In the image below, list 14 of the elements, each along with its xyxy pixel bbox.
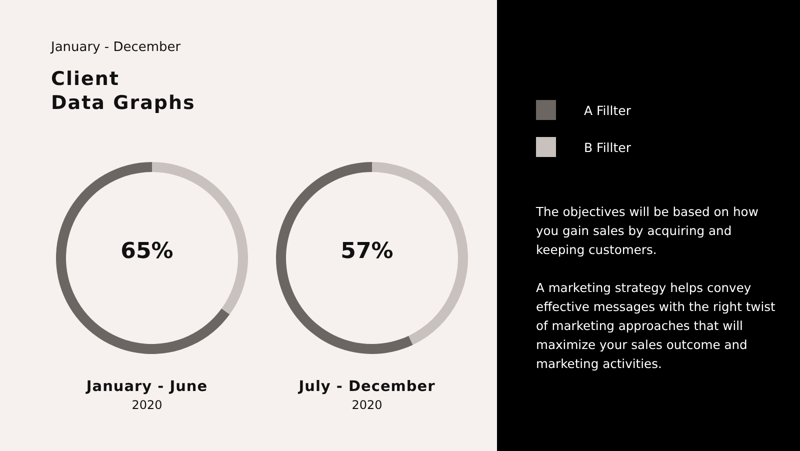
data-label: 65% (120, 239, 174, 264)
legend-label: A Fillter (584, 102, 631, 118)
text: A marketing strategy helps convey effective messages with the right twist of marketing approaches that will maximize your sales outcome and marketing activities. (536, 280, 776, 373)
donut-slice (276, 162, 413, 354)
text: July - December (297, 379, 436, 395)
text: January - June (84, 379, 209, 395)
text: The objectives will be based on how you gain sales by acquiring and keeping customers. (536, 204, 760, 259)
text: January - December (51, 40, 182, 55)
text: 2020 (350, 398, 384, 412)
legend-label: B Fillter (584, 140, 631, 154)
text: 2020 (130, 398, 164, 412)
donut-slice (56, 162, 230, 354)
data-label: 57% (340, 239, 394, 264)
text: Client Data Graphs (51, 67, 196, 115)
